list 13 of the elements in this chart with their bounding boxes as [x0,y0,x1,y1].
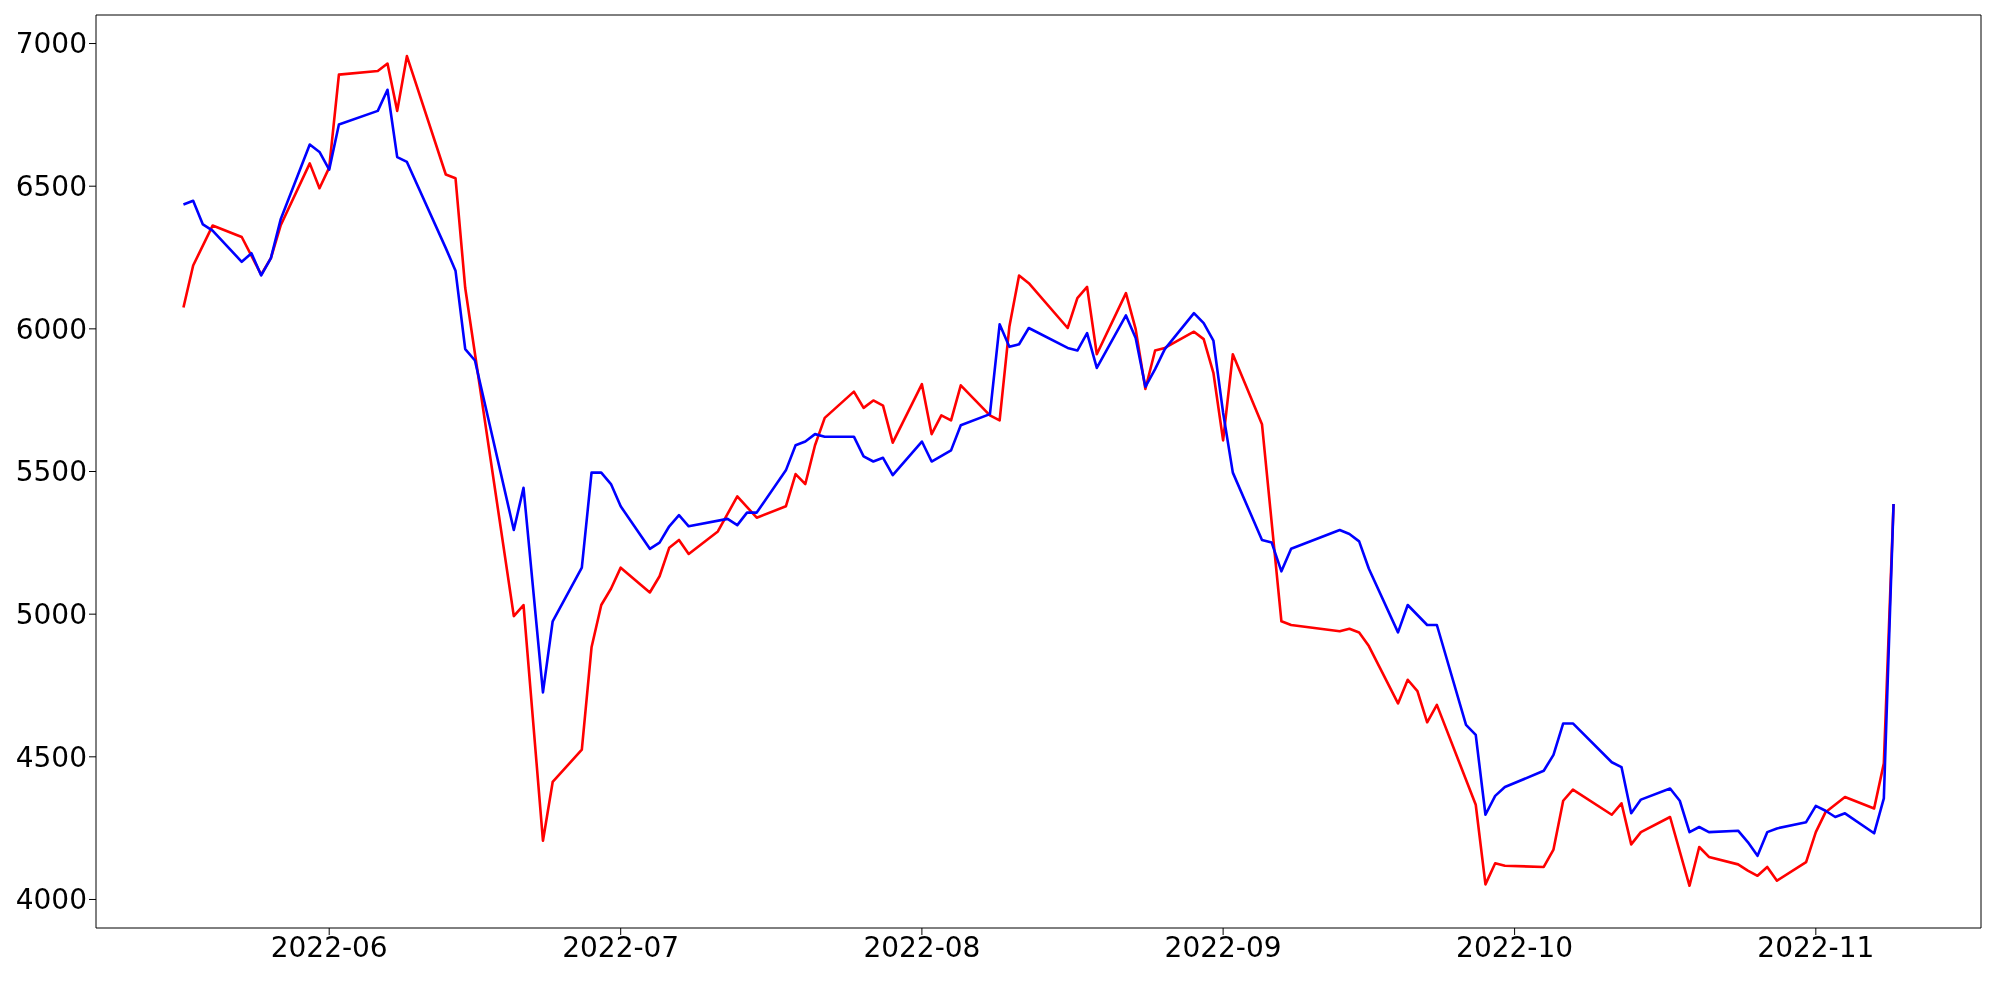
x-tick-label: 2022-07 [562,930,680,964]
x-tick-label: 2022-11 [1757,930,1875,964]
x-tick-label: 2022-06 [270,930,388,964]
y-tick-label: 7000 [15,27,87,61]
y-tick-label: 5000 [15,598,87,632]
y-tick-label: 5500 [15,455,87,489]
x-tick-label: 2022-10 [1456,930,1574,964]
y-tick-label: 4500 [15,740,87,774]
y-tick-label: 4000 [15,883,87,917]
x-tick-label: 2022-08 [863,930,981,964]
x-tick-label: 2022-09 [1164,930,1282,964]
y-tick-label: 6000 [15,312,87,346]
y-tick-label: 6500 [15,170,87,204]
